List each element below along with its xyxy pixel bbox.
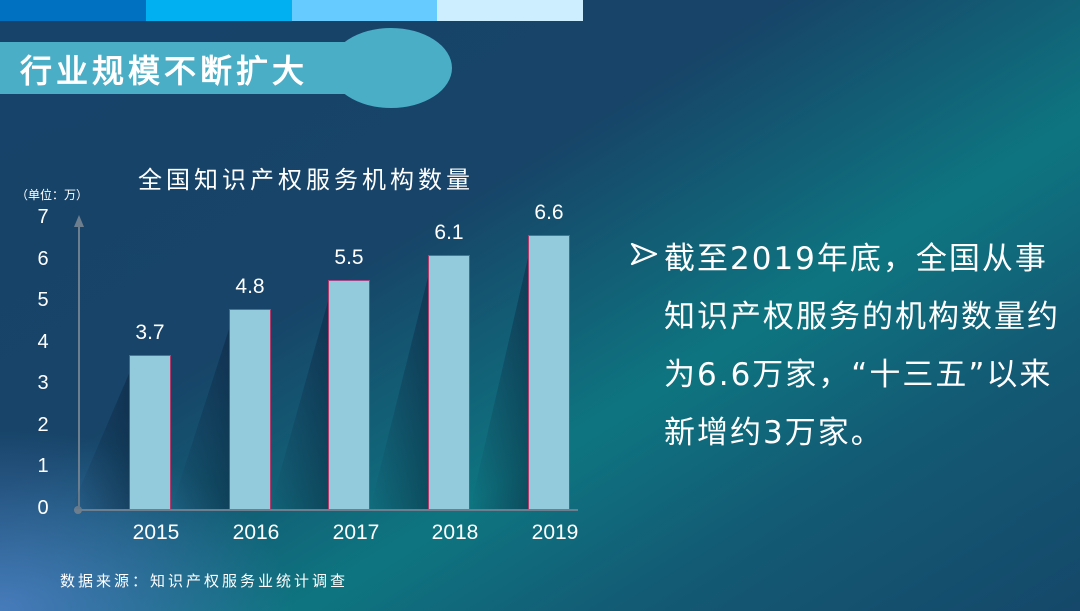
bar-value-label: 6.1 xyxy=(434,221,464,244)
bar-2019 xyxy=(528,235,570,509)
bar-2016 xyxy=(229,309,271,509)
page-title: 行业规模不断扩大 xyxy=(20,52,309,90)
title-banner xyxy=(0,42,420,94)
bar-value-label: 3.7 xyxy=(135,321,165,344)
bar-value-label: 6.6 xyxy=(534,201,564,224)
bar-value-label: 4.8 xyxy=(235,275,265,298)
axis-origin-dot xyxy=(74,506,82,514)
bar-shadow xyxy=(171,323,231,509)
summary-text: 截至2019年底，全国从事知识产权服务的机构数量约为6.6万家，“十三五”以来新… xyxy=(664,241,1060,451)
bar-shadow xyxy=(71,369,131,509)
color-segment-4 xyxy=(437,0,583,21)
color-segment-1 xyxy=(0,0,146,21)
chart-title: 全国知识产权服务机构数量 xyxy=(138,166,474,194)
unit-label: （单位：万） xyxy=(16,188,89,202)
y-tick: 5 xyxy=(37,289,49,311)
bar-shadow xyxy=(470,249,530,509)
x-tick: 2018 xyxy=(431,521,479,544)
y-axis-arrow-icon xyxy=(74,215,84,227)
x-tick: 2017 xyxy=(332,521,380,544)
y-tick: 4 xyxy=(37,331,49,353)
color-segment-3 xyxy=(291,0,438,21)
top-color-bar xyxy=(0,0,583,21)
bar-shadow xyxy=(370,269,430,509)
bar-2015 xyxy=(129,355,171,509)
bar-value-label: 5.5 xyxy=(334,246,364,269)
data-source-note: 数据来源：知识产权服务业统计调查 xyxy=(60,572,349,590)
x-tick: 2019 xyxy=(531,521,579,544)
y-tick: 6 xyxy=(37,248,49,270)
color-segment-2 xyxy=(145,0,292,21)
arrowhead-bullet-icon xyxy=(630,242,658,266)
bar-shadow xyxy=(270,294,330,509)
y-tick: 1 xyxy=(37,455,49,477)
x-tick: 2015 xyxy=(132,521,180,544)
bar-2017 xyxy=(328,280,370,509)
x-tick: 2016 xyxy=(232,521,280,544)
y-tick: 3 xyxy=(37,372,49,394)
y-tick: 0 xyxy=(37,497,49,519)
x-axis xyxy=(78,509,578,511)
y-tick: 7 xyxy=(37,206,49,228)
y-tick: 2 xyxy=(37,414,49,436)
y-axis xyxy=(78,226,80,510)
bar-2018 xyxy=(428,255,470,509)
